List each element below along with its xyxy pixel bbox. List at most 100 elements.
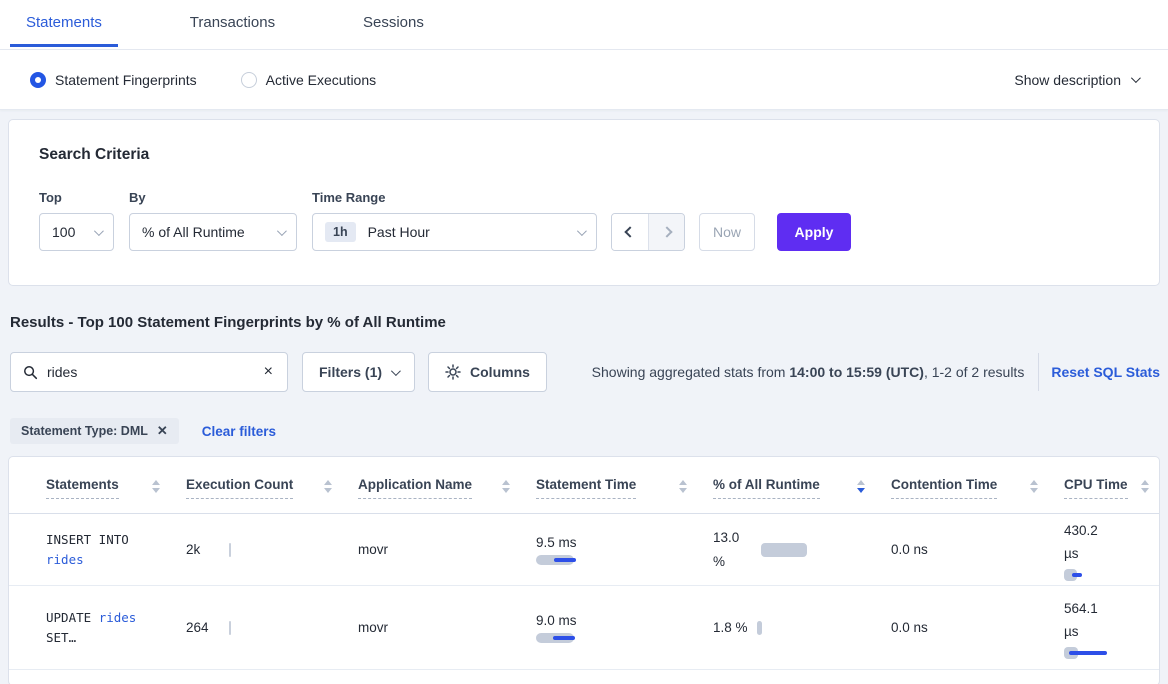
search-criteria-card: Search Criteria Top 100 By % of All Runt… <box>8 119 1160 286</box>
pct-runtime-bar <box>756 620 762 635</box>
sort-icon[interactable] <box>1030 480 1038 493</box>
col-header-contention-time[interactable]: Contention Time <box>891 477 998 499</box>
view-toggle-bar: Statement Fingerprints Active Executions… <box>0 50 1168 110</box>
tab-sessions[interactable]: Sessions <box>362 14 424 31</box>
col-header-execution-count[interactable]: Execution Count <box>186 477 294 499</box>
tab-transactions[interactable]: Transactions <box>189 14 276 31</box>
table-row: UPDATE rides SET… 264 movr 9.0 ms 1.8 % … <box>9 586 1159 670</box>
sort-icon[interactable] <box>324 480 332 493</box>
columns-button[interactable]: Columns <box>428 352 547 392</box>
chevron-down-icon <box>576 225 587 236</box>
execution-count-cell: 2k <box>186 542 358 557</box>
results-summary: Showing aggregated stats from 14:00 to 1… <box>592 364 1025 380</box>
col-header-pct-runtime[interactable]: % of All Runtime <box>713 477 820 499</box>
statement-time-value: 9.0 ms <box>536 612 577 628</box>
sort-icon[interactable] <box>152 480 160 493</box>
time-next-button[interactable] <box>648 214 684 250</box>
time-prev-button[interactable] <box>612 214 648 250</box>
chevron-down-icon <box>276 225 287 236</box>
pct-runtime-value: 1.8 % <box>713 619 748 635</box>
statement-cell: INSERT INTO rides <box>46 530 160 570</box>
by-select-value: % of All Runtime <box>142 224 245 240</box>
table-header-row: Statements Execution Count Application N… <box>9 457 1159 514</box>
remove-filter-icon[interactable]: ✕ <box>156 423 168 438</box>
active-filters-row: Statement Type: DML ✕ Clear filters <box>10 418 1160 444</box>
filters-button[interactable]: Filters (1) <box>302 352 416 392</box>
filter-pill-statement-type: Statement Type: DML ✕ <box>10 418 179 444</box>
time-range-select[interactable]: 1h Past Hour <box>312 213 597 251</box>
clear-filters-link[interactable]: Clear filters <box>201 423 277 439</box>
top-select-value: 100 <box>52 224 76 240</box>
statement-text: UPDATE <box>46 609 99 625</box>
execution-count-cell: 264 <box>186 620 358 635</box>
cpu-time-cell: 430.2 µs <box>1064 519 1159 581</box>
execution-count-bar <box>229 620 231 635</box>
execution-count-bar <box>229 542 231 557</box>
sort-icon[interactable] <box>679 480 687 493</box>
contention-time-cell: 0.0 ns <box>891 542 928 557</box>
tab-statements[interactable]: Statements <box>10 14 118 47</box>
sort-desc-icon[interactable] <box>857 480 865 493</box>
table-row: INSERT INTO rides 2k movr 9.5 ms 13.0 % … <box>9 514 1159 586</box>
search-criteria-title: Search Criteria <box>39 146 150 163</box>
show-description-toggle[interactable]: Show description <box>1014 71 1141 88</box>
time-range-field: Time Range 1h Past Hour <box>312 190 597 251</box>
cpu-time-bar <box>1064 646 1110 659</box>
by-field: By % of All Runtime <box>129 190 297 251</box>
chevron-down-icon <box>93 225 104 236</box>
reset-sql-stats-link[interactable]: Reset SQL Stats <box>1051 364 1160 380</box>
top-tab-bar: Statements Transactions Sessions <box>0 0 1168 50</box>
results-heading: Results - Top 100 Statement Fingerprints… <box>10 314 446 331</box>
summary-suffix: , 1-2 of 2 results <box>923 364 1025 380</box>
chevron-left-icon <box>624 226 636 238</box>
col-header-application-name[interactable]: Application Name <box>358 477 473 499</box>
radio-label: Statement Fingerprints <box>55 71 197 88</box>
show-description-label: Show description <box>1014 71 1121 88</box>
clear-search-icon[interactable]: × <box>263 363 273 380</box>
statement-cell: UPDATE rides SET… <box>46 608 160 648</box>
radio-statement-fingerprints[interactable]: Statement Fingerprints <box>30 71 197 88</box>
pct-runtime-bar <box>761 542 807 557</box>
statement-time-value: 9.5 ms <box>536 534 577 550</box>
application-name-cell: movr <box>358 542 388 557</box>
contention-time-cell: 0.0 ns <box>891 620 928 635</box>
divider <box>1038 353 1040 391</box>
top-label: Top <box>39 190 62 205</box>
summary-prefix: Showing aggregated stats from <box>591 364 790 380</box>
gear-icon <box>445 364 461 380</box>
sort-icon[interactable] <box>1141 480 1149 493</box>
radio-unselected-icon <box>240 71 257 88</box>
pct-runtime-value: 13.0 % <box>713 529 740 569</box>
search-input[interactable] <box>47 364 262 380</box>
columns-button-label: Columns <box>470 364 530 380</box>
by-select[interactable]: % of All Runtime <box>129 213 297 251</box>
statement-link[interactable]: rides <box>46 551 84 567</box>
col-header-statement-time[interactable]: Statement Time <box>536 477 637 499</box>
apply-button[interactable]: Apply <box>777 213 851 251</box>
time-range-badge: 1h <box>325 222 356 242</box>
top-field: Top 100 <box>39 190 114 251</box>
statement-link[interactable]: rides <box>98 609 137 625</box>
time-range-label: Time Range <box>312 190 386 205</box>
statement-time-bar <box>536 632 580 643</box>
filter-pill-label: Statement Type: DML <box>21 424 148 438</box>
filters-button-label: Filters (1) <box>319 364 383 380</box>
pct-runtime-cell: 1.8 % <box>713 616 891 640</box>
cpu-time-value: 564.1 µs <box>1064 600 1098 639</box>
statement-text: INSERT INTO <box>46 531 129 547</box>
sort-icon[interactable] <box>502 480 510 493</box>
now-button[interactable]: Now <box>699 213 755 251</box>
cpu-time-cell: 564.1 µs <box>1064 597 1159 659</box>
summary-time-range: 14:00 to 15:59 (UTC) <box>789 364 924 380</box>
radio-label: Active Executions <box>265 71 377 88</box>
radio-selected-icon <box>30 71 46 88</box>
col-header-statements[interactable]: Statements <box>46 477 119 499</box>
execution-count-value: 2k <box>186 542 201 557</box>
time-range-value: Past Hour <box>367 224 430 240</box>
search-icon <box>24 365 38 379</box>
radio-active-executions[interactable]: Active Executions <box>240 71 377 88</box>
col-header-cpu-time[interactable]: CPU Time <box>1064 477 1128 499</box>
cpu-time-bar <box>1064 568 1088 581</box>
chevron-right-icon <box>660 226 673 238</box>
top-select[interactable]: 100 <box>39 213 114 251</box>
